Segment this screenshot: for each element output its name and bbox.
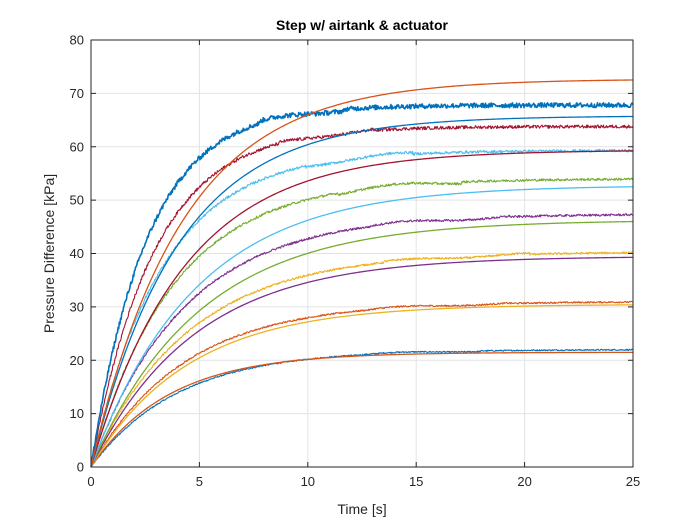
model-series-line xyxy=(90,186,634,468)
y-tick-label: 40 xyxy=(70,246,84,261)
y-tick-label: 70 xyxy=(70,86,84,101)
y-tick-label: 0 xyxy=(77,460,84,475)
y-tick-label: 30 xyxy=(70,299,84,314)
x-tick-label: 20 xyxy=(517,474,531,489)
model-series-line xyxy=(90,150,634,468)
measured-series-line xyxy=(90,300,634,468)
measured-series-line xyxy=(90,213,634,468)
measured-series-line xyxy=(90,102,634,468)
series-lines xyxy=(90,79,634,468)
x-tick-label: 5 xyxy=(196,474,203,489)
x-tick-label: 15 xyxy=(409,474,423,489)
y-tick-label: 80 xyxy=(70,33,84,48)
model-series-line xyxy=(90,115,634,468)
measured-series-line xyxy=(90,251,634,468)
model-series-line xyxy=(90,79,634,468)
y-tick-label: 60 xyxy=(70,139,84,154)
measured-series-line xyxy=(90,177,634,468)
y-tick-label: 50 xyxy=(70,193,84,208)
chart-title: Step w/ airtank & actuator xyxy=(276,17,448,33)
y-tick-label: 20 xyxy=(70,353,84,368)
y-tick-label: 10 xyxy=(70,406,84,421)
x-tick-label: 0 xyxy=(87,474,94,489)
model-series-line xyxy=(90,220,634,468)
x-tick-label: 10 xyxy=(301,474,315,489)
x-axis-label: Time [s] xyxy=(337,501,386,517)
model-series-line xyxy=(90,304,634,468)
y-axis-label: Pressure Difference [kPa] xyxy=(41,174,57,333)
model-series-line xyxy=(90,256,634,468)
axis-ticks: 0 5 10 15 20 25 0 10 20 30 40 50 60 70 80 xyxy=(70,33,641,490)
x-tick-label: 25 xyxy=(626,474,640,489)
model-series-line xyxy=(90,351,634,468)
